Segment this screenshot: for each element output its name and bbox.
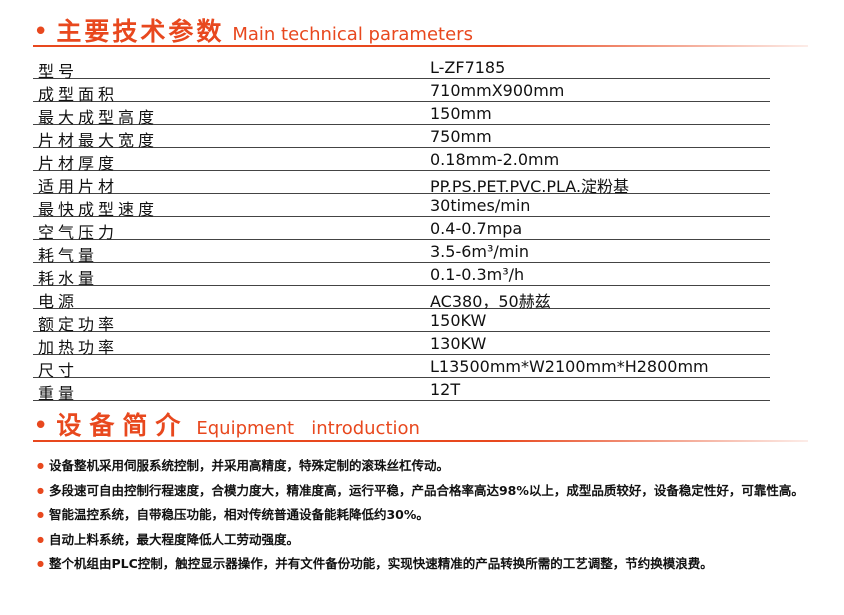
spec-value: 130KW [430, 334, 487, 353]
spec-row: 片材厚度 0.18mm-2.0mm [33, 148, 770, 173]
section-heading: • 设备简介 Equipment introduction [33, 406, 420, 442]
spec-label: 适用片材 [38, 177, 119, 196]
heading-rule [33, 440, 808, 442]
spec-label: 空气压力 [38, 223, 119, 242]
spec-value: 30times/min [430, 196, 531, 215]
spec-row: 额定功率 150KW [33, 309, 770, 334]
spec-row: 加热功率 130KW [33, 332, 770, 357]
spec-label: 加热功率 [38, 338, 119, 357]
spec-row: 片材最大宽度 750mm [33, 125, 770, 150]
spec-value: PP.PS.PET.PVC.PLA.淀粉基 [430, 177, 630, 196]
heading-zh: 设备简介 [56, 411, 189, 440]
spec-value: L-ZF7185 [430, 58, 506, 77]
spec-row: 成型面积 710mmX900mm [33, 79, 770, 104]
heading-rule [33, 45, 808, 47]
spec-label: 片材厚度 [38, 154, 119, 173]
bullet-item: 多段速可自由控制行程速度，合模力度大，精准度高，运行平稳，产品合格率高达98%以… [37, 480, 804, 505]
spec-value: 0.1-0.3m³/h [430, 265, 525, 284]
bullet-item: 自动上料系统，最大程度降低人工劳动强度。 [37, 529, 804, 554]
bullet-dot: • [33, 411, 49, 441]
bullet-item: 设备整机采用伺服系统控制，并采用高精度，特殊定制的滚珠丝杠传动。 [37, 455, 804, 480]
spec-value: 0.4-0.7mpa [430, 219, 523, 238]
spec-row: 最快成型速度 30times/min [33, 194, 770, 219]
spec-label: 尺寸 [38, 361, 79, 380]
bullet-item: 智能温控系统，自带稳压功能，相对传统普通设备能耗降低约30%。 [37, 504, 804, 529]
spec-label: 型号 [38, 62, 79, 81]
spec-value: 0.18mm-2.0mm [430, 150, 560, 169]
spec-row: 型号 L-ZF7185 [33, 56, 770, 81]
spec-label: 耗水量 [38, 269, 99, 288]
heading-en: Main technical parameters [232, 24, 473, 45]
spec-value: 750mm [430, 127, 492, 146]
spec-value: 710mmX900mm [430, 81, 565, 100]
spec-label: 片材最大宽度 [38, 131, 159, 150]
spec-value: AC380，50赫兹 [430, 292, 551, 311]
bullet-list: 设备整机采用伺服系统控制，并采用高精度，特殊定制的滚珠丝杠传动。多段速可自由控制… [37, 455, 804, 578]
spec-row: 适用片材 PP.PS.PET.PVC.PLA.淀粉基 [33, 171, 770, 196]
spec-label: 最快成型速度 [38, 200, 159, 219]
spec-row: 空气压力 0.4-0.7mpa [33, 217, 770, 242]
spec-row: 耗气量 3.5-6m³/min [33, 240, 770, 265]
spec-label: 耗气量 [38, 246, 99, 265]
spec-table: 型号 L-ZF7185 成型面积 710mmX900mm 最大成型高度 150mm 片材最大… [33, 56, 770, 403]
spec-value: 12T [430, 380, 461, 399]
spec-row: 尺寸 L13500mm*W2100mm*H2800mm [33, 355, 770, 380]
spec-value: L13500mm*W2100mm*H2800mm [430, 357, 709, 376]
heading-en: Equipment introduction [196, 418, 420, 439]
spec-label: 电源 [38, 292, 79, 311]
spec-value: 150mm [430, 104, 492, 123]
bullet-item: 整个机组由PLC控制，触控显示器操作，并有文件备份功能，实现快速精准的产品转换所… [37, 553, 804, 578]
spec-row: 最大成型高度 150mm [33, 102, 770, 127]
spec-label: 成型面积 [38, 85, 119, 104]
spec-label: 最大成型高度 [38, 108, 159, 127]
spec-value: 3.5-6m³/min [430, 242, 529, 261]
spec-row: 电源 AC380，50赫兹 [33, 286, 770, 311]
spec-row: 重量 12T [33, 378, 770, 403]
spec-value: 150KW [430, 311, 487, 330]
spec-row: 耗水量 0.1-0.3m³/h [33, 263, 770, 288]
heading-zh: 主要技术参数 [56, 17, 225, 46]
spec-label: 额定功率 [38, 315, 119, 334]
spec-label: 重量 [38, 384, 79, 403]
bullet-dot: • [33, 17, 49, 47]
section-heading: • 主要技术参数 Main technical parameters [33, 12, 473, 48]
